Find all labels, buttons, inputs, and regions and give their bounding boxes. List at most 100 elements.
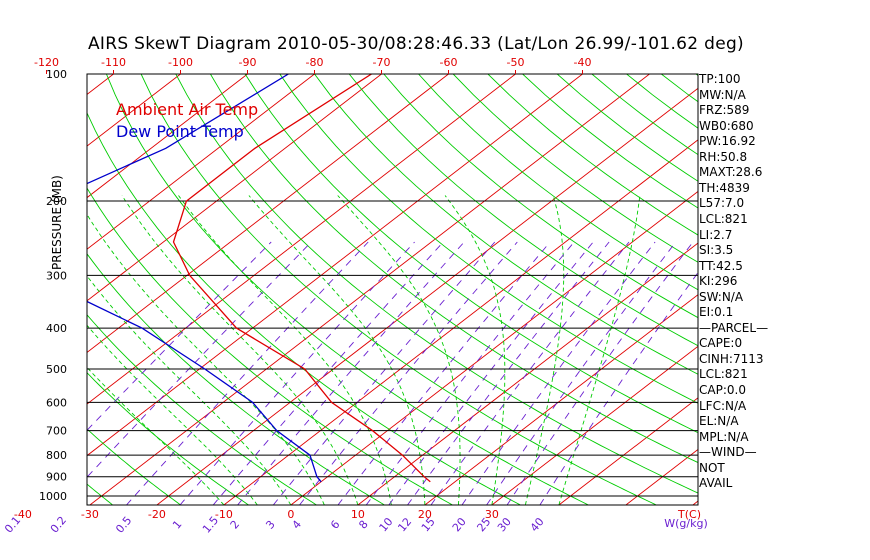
stat-item: LCL:821 (699, 367, 748, 382)
stat-item: PW:16.92 (699, 134, 756, 149)
temperature-profile-line (172, 74, 431, 483)
stat-item: SW:N/A (699, 289, 744, 304)
stat-item: TT:42.5 (699, 258, 743, 273)
dry-adiabat-line (418, 74, 698, 291)
bottom-temp-tick-label: 10 (351, 508, 365, 521)
mixing-ratio-tick-label: 6 (328, 518, 342, 532)
mixing-ratio-tick-label: 1 (170, 518, 184, 532)
isotherm-line (156, 87, 698, 505)
stat-item: AVAIL (699, 476, 733, 491)
legend-dew-point-temp: Dew Point Temp (116, 122, 244, 141)
dry-adiabat-line (661, 74, 698, 103)
dry-adiabat-line (522, 74, 698, 209)
bottom-temp-tick-label: -10 (215, 508, 233, 521)
stat-item: EI:0.1 (699, 305, 734, 320)
mixing-ratio-line (179, 241, 415, 505)
pressure-tick-label: 600 (46, 396, 67, 409)
dry-adiabat-line (487, 74, 698, 236)
moist-adiabat-line (444, 195, 506, 505)
top-temp-tick-label: -120 (34, 56, 59, 69)
stat-item: MPL:N/A (699, 429, 749, 444)
pressure-tick-label: 900 (46, 471, 67, 484)
mixing-ratio-line (506, 241, 694, 505)
mixing-ratio-axis-label: W(g/kg) (664, 517, 708, 530)
mixing-ratio-line (365, 241, 575, 505)
mixing-ratio-line (337, 241, 551, 505)
mixing-ratio-line (461, 241, 656, 505)
stat-item: L57:7.0 (699, 196, 745, 211)
isotherm-line (87, 74, 583, 457)
pressure-tick-label: 100 (46, 68, 67, 81)
isotherm-line (491, 345, 698, 505)
mixing-ratio-tick-label: 40 (528, 515, 547, 534)
top-temp-tick-label: -60 (440, 56, 458, 69)
stat-item: MW:N/A (699, 87, 746, 102)
stat-item: WB0:680 (699, 118, 754, 133)
stat-item: —PARCEL— (699, 320, 769, 335)
mixing-ratio-tick-label: 2 (228, 518, 242, 532)
isotherm-line (87, 74, 248, 199)
isotherm-line (87, 74, 382, 302)
pressure-tick-label: 700 (46, 425, 67, 438)
mixing-ratio-line (212, 241, 444, 505)
moist-adiabat-line (87, 275, 292, 505)
dry-adiabat-line (244, 74, 698, 434)
stat-item: EL:N/A (699, 414, 739, 429)
isotherm-line (0, 74, 47, 505)
stat-item: CAPE:0 (699, 336, 743, 351)
mixing-ratio-line (126, 241, 369, 505)
mixing-ratio-line (87, 241, 312, 478)
stat-item: RH:50.8 (699, 149, 748, 164)
mixing-ratio-tick-label: 12 (395, 515, 414, 534)
bottom-temp-tick-label: 30 (485, 508, 499, 521)
moist-adiabat-line (87, 324, 258, 505)
bottom-temp-tick-label: -30 (81, 508, 99, 521)
isotherm-line (424, 294, 698, 505)
mixing-ratio-line (539, 271, 698, 505)
mixing-ratio-tick-label: 20 (450, 515, 469, 534)
stat-item: LFC:N/A (699, 398, 747, 413)
dry-adiabat-line (0, 74, 45, 505)
isotherm-line (87, 74, 315, 250)
top-temp-tick-label: -70 (373, 56, 391, 69)
top-temp-tick-label: -110 (101, 56, 126, 69)
stat-item: KI:296 (699, 274, 738, 289)
pressure-tick-label: 800 (46, 449, 67, 462)
stat-item: FRZ:589 (699, 103, 750, 118)
mixing-ratio-line (237, 241, 465, 505)
isotherm-line (558, 397, 698, 505)
mixing-ratio-tick-label: 3 (263, 518, 277, 532)
moist-adiabat-line (558, 195, 641, 505)
mixing-ratio-line (388, 241, 594, 505)
plot-frame (86, 73, 699, 506)
mixing-ratio-tick-label: 10 (377, 515, 396, 534)
mixing-ratio-line (272, 241, 496, 505)
moist-adiabat-line (121, 195, 359, 505)
mixing-ratio-tick-label: 4 (290, 518, 304, 532)
dewpoint-profile-line (87, 74, 322, 483)
legend-ambient-air-temp: Ambient Air Temp (116, 100, 259, 119)
top-temp-tick-label: -90 (239, 56, 257, 69)
bottom-temp-tick-label: -20 (148, 508, 166, 521)
pressure-tick-label: 300 (46, 269, 67, 282)
y-axis-label: PRESSURE (MB) (50, 175, 64, 270)
dry-adiabat-line (210, 74, 698, 464)
isotherm-line (89, 74, 650, 505)
dry-adiabat-line (452, 74, 698, 263)
stat-item: SI:3.5 (699, 243, 734, 258)
stat-item: CAP:0.0 (699, 383, 746, 397)
dry-adiabat-line (383, 74, 698, 319)
x-axis-label: T(C) (677, 508, 701, 521)
dry-adiabat-line (835, 74, 870, 505)
stat-item: —WIND— (699, 445, 757, 460)
bottom-temp-tick-label: 0 (287, 508, 294, 521)
mixing-ratio-tick-label: 0.2 (48, 514, 69, 536)
top-temp-tick-label: -50 (507, 56, 525, 69)
isotherm-line (87, 74, 449, 353)
mixing-ratio-line (430, 241, 630, 505)
pressure-tick-label: 500 (46, 363, 67, 376)
pressure-tick-label: 200 (46, 195, 67, 208)
mixing-ratio-line (407, 241, 610, 505)
